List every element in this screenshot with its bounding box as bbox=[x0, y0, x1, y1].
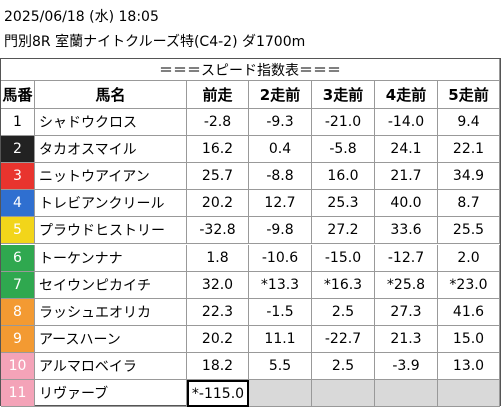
speed-index: 25.3 bbox=[312, 190, 375, 218]
speed-index: -21.0 bbox=[312, 109, 375, 137]
speed-index: 27.3 bbox=[375, 298, 438, 326]
speed-index: 16.2 bbox=[187, 136, 249, 164]
horse-number: 2 bbox=[1, 136, 35, 164]
speed-index: 5.5 bbox=[249, 352, 312, 380]
horse-number: 10 bbox=[1, 352, 35, 380]
horse-name: アースハーン bbox=[35, 325, 187, 353]
table-title: ＝＝＝スピード指数表＝＝＝ bbox=[1, 59, 500, 81]
speed-index: 12.7 bbox=[249, 190, 312, 218]
speed-index: *16.3 bbox=[312, 271, 375, 299]
horse-number: 6 bbox=[1, 244, 35, 272]
speed-index: 40.0 bbox=[375, 190, 438, 218]
horse-name: プラウドヒストリー bbox=[35, 217, 187, 245]
horse-name: トレビアンクリール bbox=[35, 190, 187, 218]
speed-index: 2.0 bbox=[438, 244, 500, 272]
speed-index: -9.3 bbox=[249, 109, 312, 137]
column-header: 馬名 bbox=[35, 81, 187, 109]
speed-index: 21.3 bbox=[375, 325, 438, 353]
speed-index: 2.5 bbox=[312, 352, 375, 380]
speed-index: *13.3 bbox=[249, 271, 312, 299]
horse-name: シャドウクロス bbox=[35, 109, 187, 137]
speed-index: *25.8 bbox=[375, 271, 438, 299]
speed-index: 25.5 bbox=[438, 217, 500, 245]
empty-cell bbox=[312, 380, 375, 407]
horse-number: 8 bbox=[1, 298, 35, 326]
speed-index: -32.8 bbox=[187, 217, 249, 245]
horse-name: アルマロベイラ bbox=[35, 352, 187, 380]
speed-index: *23.0 bbox=[438, 271, 500, 299]
column-header: 2走前 bbox=[249, 81, 312, 109]
horse-name: トーケンナナ bbox=[35, 244, 187, 272]
horse-number: 4 bbox=[1, 190, 35, 218]
speed-index: 1.8 bbox=[187, 244, 249, 272]
speed-index: -9.8 bbox=[249, 217, 312, 245]
horse-name: リヴァーブ bbox=[35, 380, 187, 407]
column-header: 前走 bbox=[187, 81, 249, 109]
speed-table: ＝＝＝スピード指数表＝＝＝ 馬番 馬名 前走 2走前 3走前 4走前 5走前 1 シャドウクロス -… bbox=[0, 58, 501, 407]
empty-cell bbox=[375, 380, 438, 407]
speed-index: -10.6 bbox=[249, 244, 312, 272]
horse-name: タカオスマイル bbox=[35, 136, 187, 164]
column-header: 3走前 bbox=[312, 81, 375, 109]
speed-index: 20.2 bbox=[187, 325, 249, 353]
race-name: 門別8R 室蘭ナイトクルーズ特(C4-2) ダ1700m bbox=[4, 34, 306, 50]
horse-number: 3 bbox=[1, 163, 35, 191]
speed-index: 25.7 bbox=[187, 163, 249, 191]
speed-index: 8.7 bbox=[438, 190, 500, 218]
speed-index: -12.7 bbox=[375, 244, 438, 272]
horse-name: ラッシュエオリカ bbox=[35, 298, 187, 326]
speed-index: 16.0 bbox=[312, 163, 375, 191]
speed-index: 34.9 bbox=[438, 163, 500, 191]
speed-index: 21.7 bbox=[375, 163, 438, 191]
horse-number: 9 bbox=[1, 325, 35, 353]
date: 2025/06/18 (水) 18:05 bbox=[4, 9, 159, 25]
speed-index: 32.0 bbox=[187, 271, 249, 299]
empty-cell bbox=[438, 380, 500, 407]
horse-number: 1 bbox=[1, 109, 35, 137]
speed-index: 0.4 bbox=[249, 136, 312, 164]
horse-number: 11 bbox=[1, 380, 35, 407]
speed-index: -15.0 bbox=[312, 244, 375, 272]
horse-number: 7 bbox=[1, 271, 35, 299]
speed-index: 11.1 bbox=[249, 325, 312, 353]
column-header: 馬番 bbox=[1, 81, 35, 109]
speed-index: 13.0 bbox=[438, 352, 500, 380]
column-header: 5走前 bbox=[438, 81, 500, 109]
speed-index: -2.8 bbox=[187, 109, 249, 137]
speed-index: 22.1 bbox=[438, 136, 500, 164]
speed-index: 2.5 bbox=[312, 298, 375, 326]
empty-cell bbox=[249, 380, 312, 407]
speed-index: -8.8 bbox=[249, 163, 312, 191]
speed-index: 27.2 bbox=[312, 217, 375, 245]
speed-index: -14.0 bbox=[375, 109, 438, 137]
speed-index: -3.9 bbox=[375, 352, 438, 380]
speed-index: *-115.0 bbox=[187, 380, 249, 407]
speed-index: -5.8 bbox=[312, 136, 375, 164]
horse-number: 5 bbox=[1, 217, 35, 245]
speed-index: 15.0 bbox=[438, 325, 500, 353]
speed-index: 24.1 bbox=[375, 136, 438, 164]
speed-index: 9.4 bbox=[438, 109, 500, 137]
speed-index: 22.3 bbox=[187, 298, 249, 326]
speed-index: -22.7 bbox=[312, 325, 375, 353]
column-header: 4走前 bbox=[375, 81, 438, 109]
speed-index: -1.5 bbox=[249, 298, 312, 326]
speed-index: 20.2 bbox=[187, 190, 249, 218]
speed-index: 18.2 bbox=[187, 352, 249, 380]
horse-name: ニットウアイアン bbox=[35, 163, 187, 191]
speed-index: 41.6 bbox=[438, 298, 500, 326]
horse-name: セイウンピカイチ bbox=[35, 271, 187, 299]
speed-index: 33.6 bbox=[375, 217, 438, 245]
